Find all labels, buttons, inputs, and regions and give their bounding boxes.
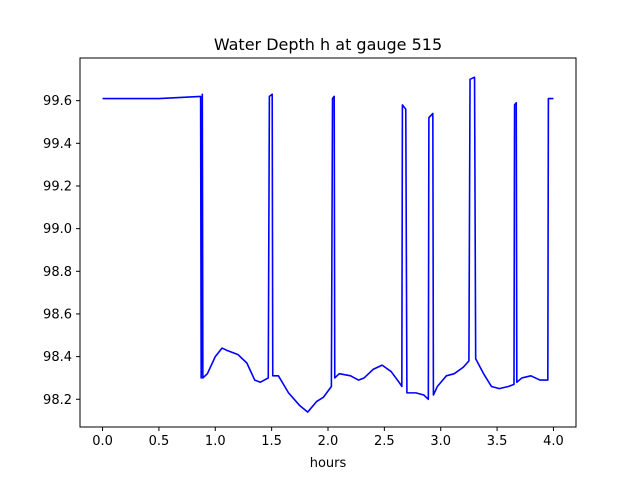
y-tick-label: 99.2 bbox=[43, 179, 72, 194]
x-tick-label: 1.5 bbox=[261, 434, 282, 449]
plot-area: 0.0 0.5 1.0 1.5 2.0 2.5 3.0 3.5 4.0 98.2 98.4 98.6 9… bbox=[43, 57, 577, 449]
y-tick-label: 98.4 bbox=[43, 350, 72, 365]
y-tick-label: 99.4 bbox=[43, 137, 72, 152]
y-tick-label: 98.2 bbox=[43, 393, 72, 408]
x-tick-label: 2.5 bbox=[374, 434, 395, 449]
x-tick-label: 3.0 bbox=[430, 434, 451, 449]
x-tick-label: 0.0 bbox=[92, 434, 113, 449]
x-tick-label: 0.5 bbox=[149, 434, 170, 449]
x-tick-label: 4.0 bbox=[543, 434, 564, 449]
x-tick-label: 1.0 bbox=[205, 434, 226, 449]
x-tick-label: 2.0 bbox=[318, 434, 339, 449]
chart-title: Water Depth h at gauge 515 bbox=[214, 35, 442, 54]
y-tick-label: 99.0 bbox=[43, 222, 72, 237]
x-tick-label: 3.5 bbox=[487, 434, 508, 449]
y-tick-label: 98.8 bbox=[43, 265, 72, 280]
series-line-0 bbox=[102, 76, 554, 413]
y-tick-label: 99.6 bbox=[43, 94, 72, 109]
y-tick-label: 98.6 bbox=[43, 307, 72, 322]
x-axis-label: hours bbox=[310, 456, 347, 471]
